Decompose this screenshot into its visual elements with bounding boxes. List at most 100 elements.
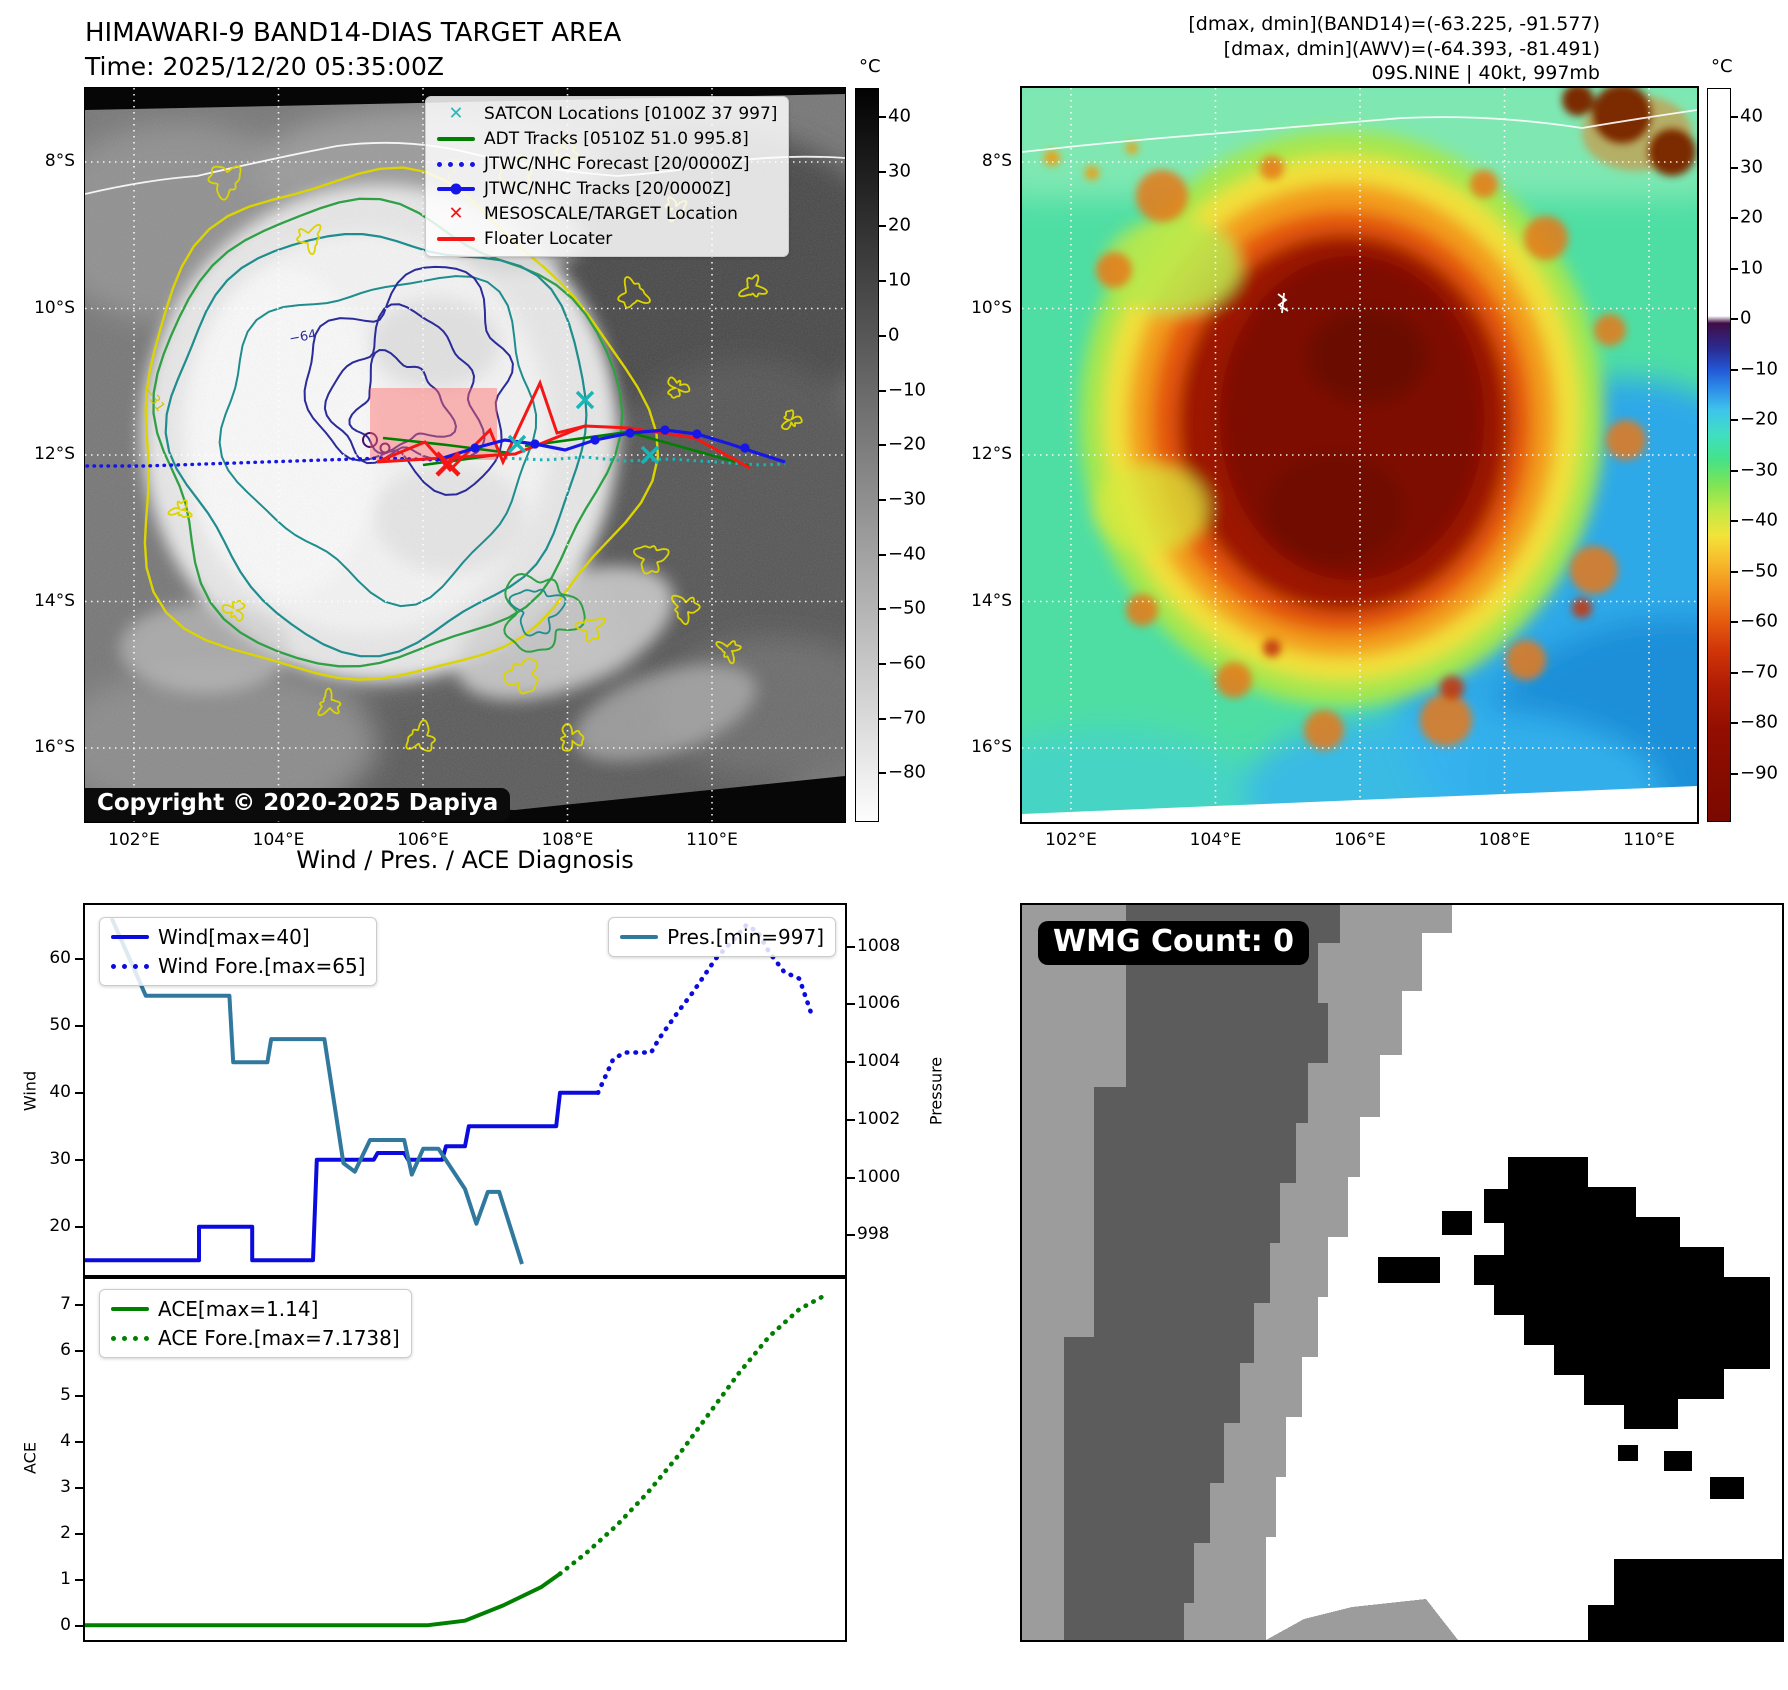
lon-tick-label: 106°E [1334, 830, 1386, 850]
legend-item: ACE Fore.[max=7.1738] [111, 1326, 400, 1350]
wind-pressure-chart-frame [83, 903, 847, 1279]
awv-satellite-image [952, 68, 1788, 938]
legend-label: Floater Locater [484, 229, 613, 249]
colorbar-tick-mark [879, 334, 886, 337]
line-legend-sample [437, 137, 475, 141]
contour-fragment [405, 719, 436, 752]
contour-line [303, 265, 514, 496]
lon-tick-label: 110°E [686, 830, 738, 850]
legend-item: ✕ MESOSCALE/TARGET Location [437, 204, 777, 224]
colorbar-tick-label: −30 [1740, 458, 1778, 480]
axis-tick-mark [845, 1234, 855, 1237]
wmg-gray-wedge [1266, 1599, 1458, 1640]
marker-dot [450, 183, 462, 195]
contour-line [503, 573, 586, 653]
axis-tick-mark [75, 1441, 85, 1444]
colorbar-tick-mark [1731, 469, 1738, 472]
wmg-mask-image [1022, 905, 1782, 1640]
colorbar-tick-mark [1731, 267, 1738, 270]
legend-item: JTWC/NHC Tracks [20/0000Z] [437, 179, 777, 199]
colorbar-tick-label: −10 [1740, 357, 1778, 379]
satcon-markers [507, 390, 660, 465]
legend: ✕ SATCON Locations [0100Z 37 997] ADT Trac… [425, 96, 790, 257]
axis-tick-mark [75, 1091, 85, 1094]
colorbar-unit-label: °C [1711, 56, 1733, 77]
series-pres-min-997- [109, 917, 524, 1265]
contour-fragment [221, 599, 246, 622]
axis-tick-mark [75, 1533, 85, 1536]
axis-tick-label: 1006 [857, 993, 901, 1014]
line-legend-sample [111, 935, 149, 939]
lat-tick-label: 8°S [44, 151, 75, 171]
legend-item: ACE[max=1.14] [111, 1297, 400, 1321]
axis-tick-label: 20 [49, 1215, 71, 1236]
colorbar-tick-mark [1731, 520, 1738, 522]
axis-tick-label: 1002 [857, 1108, 901, 1129]
storm-info-block: [dmax, dmin](BAND14)=(-63.225, -91.577) … [1000, 12, 1600, 86]
colorbar-tick-mark [1731, 368, 1738, 371]
contour-line [348, 349, 457, 455]
colorbar-tick-mark [879, 225, 886, 228]
contour-fragment [296, 223, 322, 255]
axis-tick-label: 50 [49, 1014, 71, 1035]
colorbar-tick-mark [1731, 318, 1738, 320]
legend-item: ADT Tracks [0510Z 51.0 995.8] [437, 129, 777, 149]
dotted-legend-sample [437, 161, 475, 167]
series-wind-fore-max-65- [595, 922, 814, 1095]
contour-fragment [560, 722, 585, 752]
contour-fragment [502, 658, 539, 695]
colorbar-tick-label: −70 [1740, 660, 1778, 682]
contour-fragment [617, 276, 651, 309]
contour-line [508, 588, 567, 637]
colorbar-tick-mark [1731, 772, 1738, 775]
colorbar-tick-mark [879, 608, 886, 611]
colorbar-tick-label: −30 [888, 488, 926, 510]
lat-tick-label: 16°S [971, 737, 1012, 757]
axis-tick-mark [75, 1225, 85, 1228]
series-wind-max-40- [85, 1090, 598, 1263]
awv-convective-spots [1044, 84, 1696, 750]
series-ace-max-1-14- [85, 1572, 562, 1628]
colorbar-tick-mark [879, 772, 886, 775]
axis-tick-mark [75, 1303, 85, 1306]
mesoscale-target-marker [435, 451, 461, 477]
lat-tick-label: 14°S [34, 590, 75, 611]
colorbar-tick-mark [1731, 570, 1738, 573]
legend: Wind[max=40] Wind Fore.[max=65] [99, 917, 378, 986]
lon-tick-label: 102°E [108, 830, 160, 850]
lon-tick-label: 106°E [397, 830, 449, 850]
legend-item: Pres.[min=997] [620, 925, 824, 949]
info-line-band14: [dmax, dmin](BAND14)=(-63.225, -91.577) [1188, 13, 1600, 35]
dotted-legend-sample [111, 1335, 149, 1341]
colorbar-tick-label: −80 [888, 761, 926, 783]
axis-tick-mark [75, 1395, 85, 1398]
colorbar-tick-mark [1731, 419, 1738, 421]
lat-tick-label: 8°S [981, 151, 1012, 171]
x-legend-sample: ✕ [448, 202, 464, 224]
colorbar-tick-label: 10 [888, 269, 911, 291]
colorbar-tick-label: −10 [888, 378, 926, 400]
colorbar-tick-label: 20 [1740, 206, 1763, 228]
colorbar-tick-label: −40 [888, 543, 926, 565]
ace-chart-frame [83, 1275, 847, 1642]
wmg-count-badge: WMG Count: 0 [1038, 921, 1310, 965]
axis-tick-label: 1004 [857, 1051, 901, 1072]
colorbar-tick-label: 30 [1740, 155, 1763, 177]
axis-tick-mark [845, 1176, 855, 1179]
floater-locater-line2 [376, 424, 586, 464]
colorbar-tick-label: 20 [888, 214, 911, 236]
contour-fragment [671, 594, 701, 625]
colorbar-tick-mark [1731, 722, 1738, 724]
lon-tick-label: 102°E [1045, 830, 1097, 850]
contour-fragment [632, 545, 670, 575]
series-ace-fore-max-7-1738- [557, 1294, 825, 1577]
colorbar-tick-mark [1731, 621, 1738, 623]
colorbar-tick-label: −60 [1740, 610, 1778, 632]
axis-tick-mark [845, 945, 855, 948]
contour-fragment [574, 616, 606, 643]
colorbar-tick-label: 0 [888, 324, 900, 346]
axis-tick-mark [75, 957, 85, 960]
contour-label: −64 [288, 327, 318, 347]
axis-tick-mark [75, 1024, 85, 1027]
wmg-black-corner [1588, 1559, 1782, 1640]
